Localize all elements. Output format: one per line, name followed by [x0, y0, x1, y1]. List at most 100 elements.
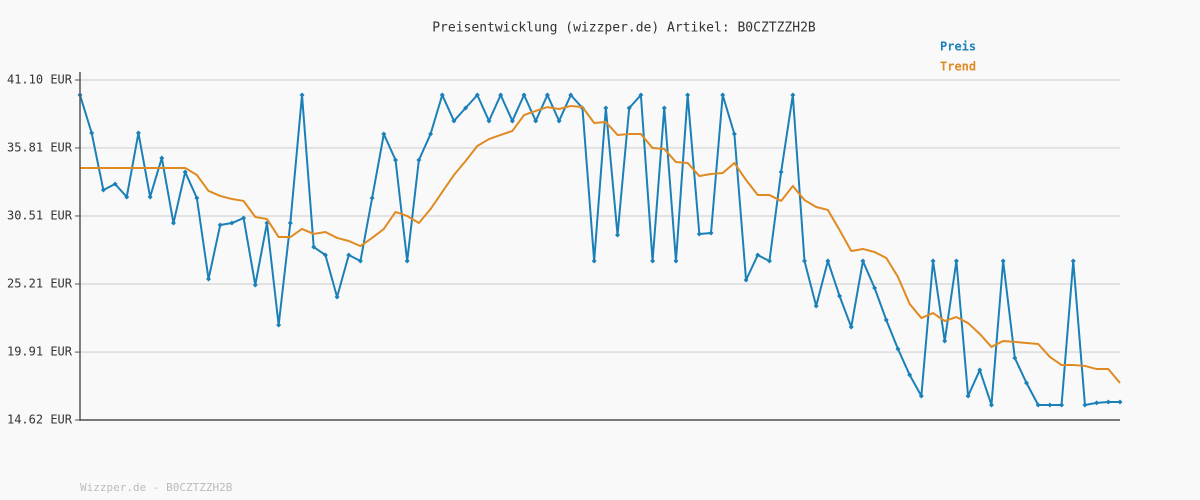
point [311, 244, 317, 250]
point [439, 92, 445, 98]
y-tick-label: 25.21 EUR [7, 277, 73, 291]
point [731, 131, 737, 137]
point [369, 195, 375, 201]
y-tick-label: 35.81 EUR [7, 140, 73, 154]
point [778, 169, 784, 175]
point [591, 258, 597, 264]
point [463, 105, 469, 111]
point [509, 118, 515, 124]
point [1000, 258, 1006, 264]
point [147, 194, 153, 200]
point [252, 282, 258, 288]
point [159, 155, 165, 161]
point [977, 367, 983, 373]
point [217, 222, 223, 228]
point [603, 105, 609, 111]
point [942, 338, 948, 344]
y-tick-label: 14.62 EUR [7, 413, 73, 427]
point [626, 105, 632, 111]
legend-label: Preis [940, 40, 976, 54]
point [650, 258, 656, 264]
point [474, 92, 480, 98]
point [848, 324, 854, 330]
point [825, 258, 831, 264]
point [428, 131, 434, 137]
point [1035, 402, 1041, 408]
point [229, 220, 235, 226]
point [673, 258, 679, 264]
point [953, 258, 959, 264]
series-line [79, 94, 1120, 406]
point [907, 372, 913, 378]
point [533, 118, 539, 124]
footer: Wizzper.de - B0CZTZZH2B [80, 481, 233, 494]
point [743, 277, 749, 283]
point [486, 118, 492, 124]
point [556, 118, 562, 124]
point [1047, 402, 1053, 408]
point [206, 276, 212, 282]
point [872, 285, 878, 291]
point [393, 157, 399, 163]
point [883, 317, 889, 323]
point [404, 258, 410, 264]
point [498, 92, 504, 98]
point [965, 393, 971, 399]
legend-label: Trend [940, 60, 976, 74]
point [334, 294, 340, 300]
point [918, 393, 924, 399]
point [638, 92, 644, 98]
plot [77, 92, 1123, 408]
point [170, 220, 176, 226]
point [1012, 355, 1018, 361]
point [1105, 399, 1111, 405]
point [790, 92, 796, 98]
point [287, 220, 293, 226]
point [1024, 380, 1030, 386]
point [895, 346, 901, 352]
point [276, 322, 282, 328]
point [813, 303, 819, 309]
point [124, 194, 130, 200]
point [801, 258, 807, 264]
point [1117, 399, 1123, 405]
point [766, 258, 772, 264]
point [357, 258, 363, 264]
point [1082, 402, 1088, 408]
point [241, 215, 247, 221]
point [685, 92, 691, 98]
point [615, 232, 621, 238]
point [521, 92, 527, 98]
point [860, 258, 866, 264]
point [135, 130, 141, 136]
point [837, 293, 843, 299]
point [89, 130, 95, 136]
y-tick-label: 41.10 EUR [7, 73, 73, 87]
point [544, 92, 550, 98]
point [322, 252, 328, 258]
point [346, 252, 352, 258]
point [720, 92, 726, 98]
point [661, 105, 667, 111]
point [930, 258, 936, 264]
point [1094, 400, 1100, 406]
point [194, 195, 200, 201]
point [696, 231, 702, 237]
point [182, 169, 188, 175]
point [1059, 402, 1065, 408]
y-tick-label: 30.51 EUR [7, 208, 73, 222]
point [568, 92, 574, 98]
chart-title: Preisentwicklung (wizzper.de) Artikel: B… [432, 21, 816, 36]
series-line [80, 104, 1121, 384]
point [1070, 258, 1076, 264]
point [381, 131, 387, 137]
point [100, 187, 106, 193]
point [451, 118, 457, 124]
point [988, 402, 994, 408]
point [299, 92, 305, 98]
point [112, 181, 118, 187]
point [755, 252, 761, 258]
